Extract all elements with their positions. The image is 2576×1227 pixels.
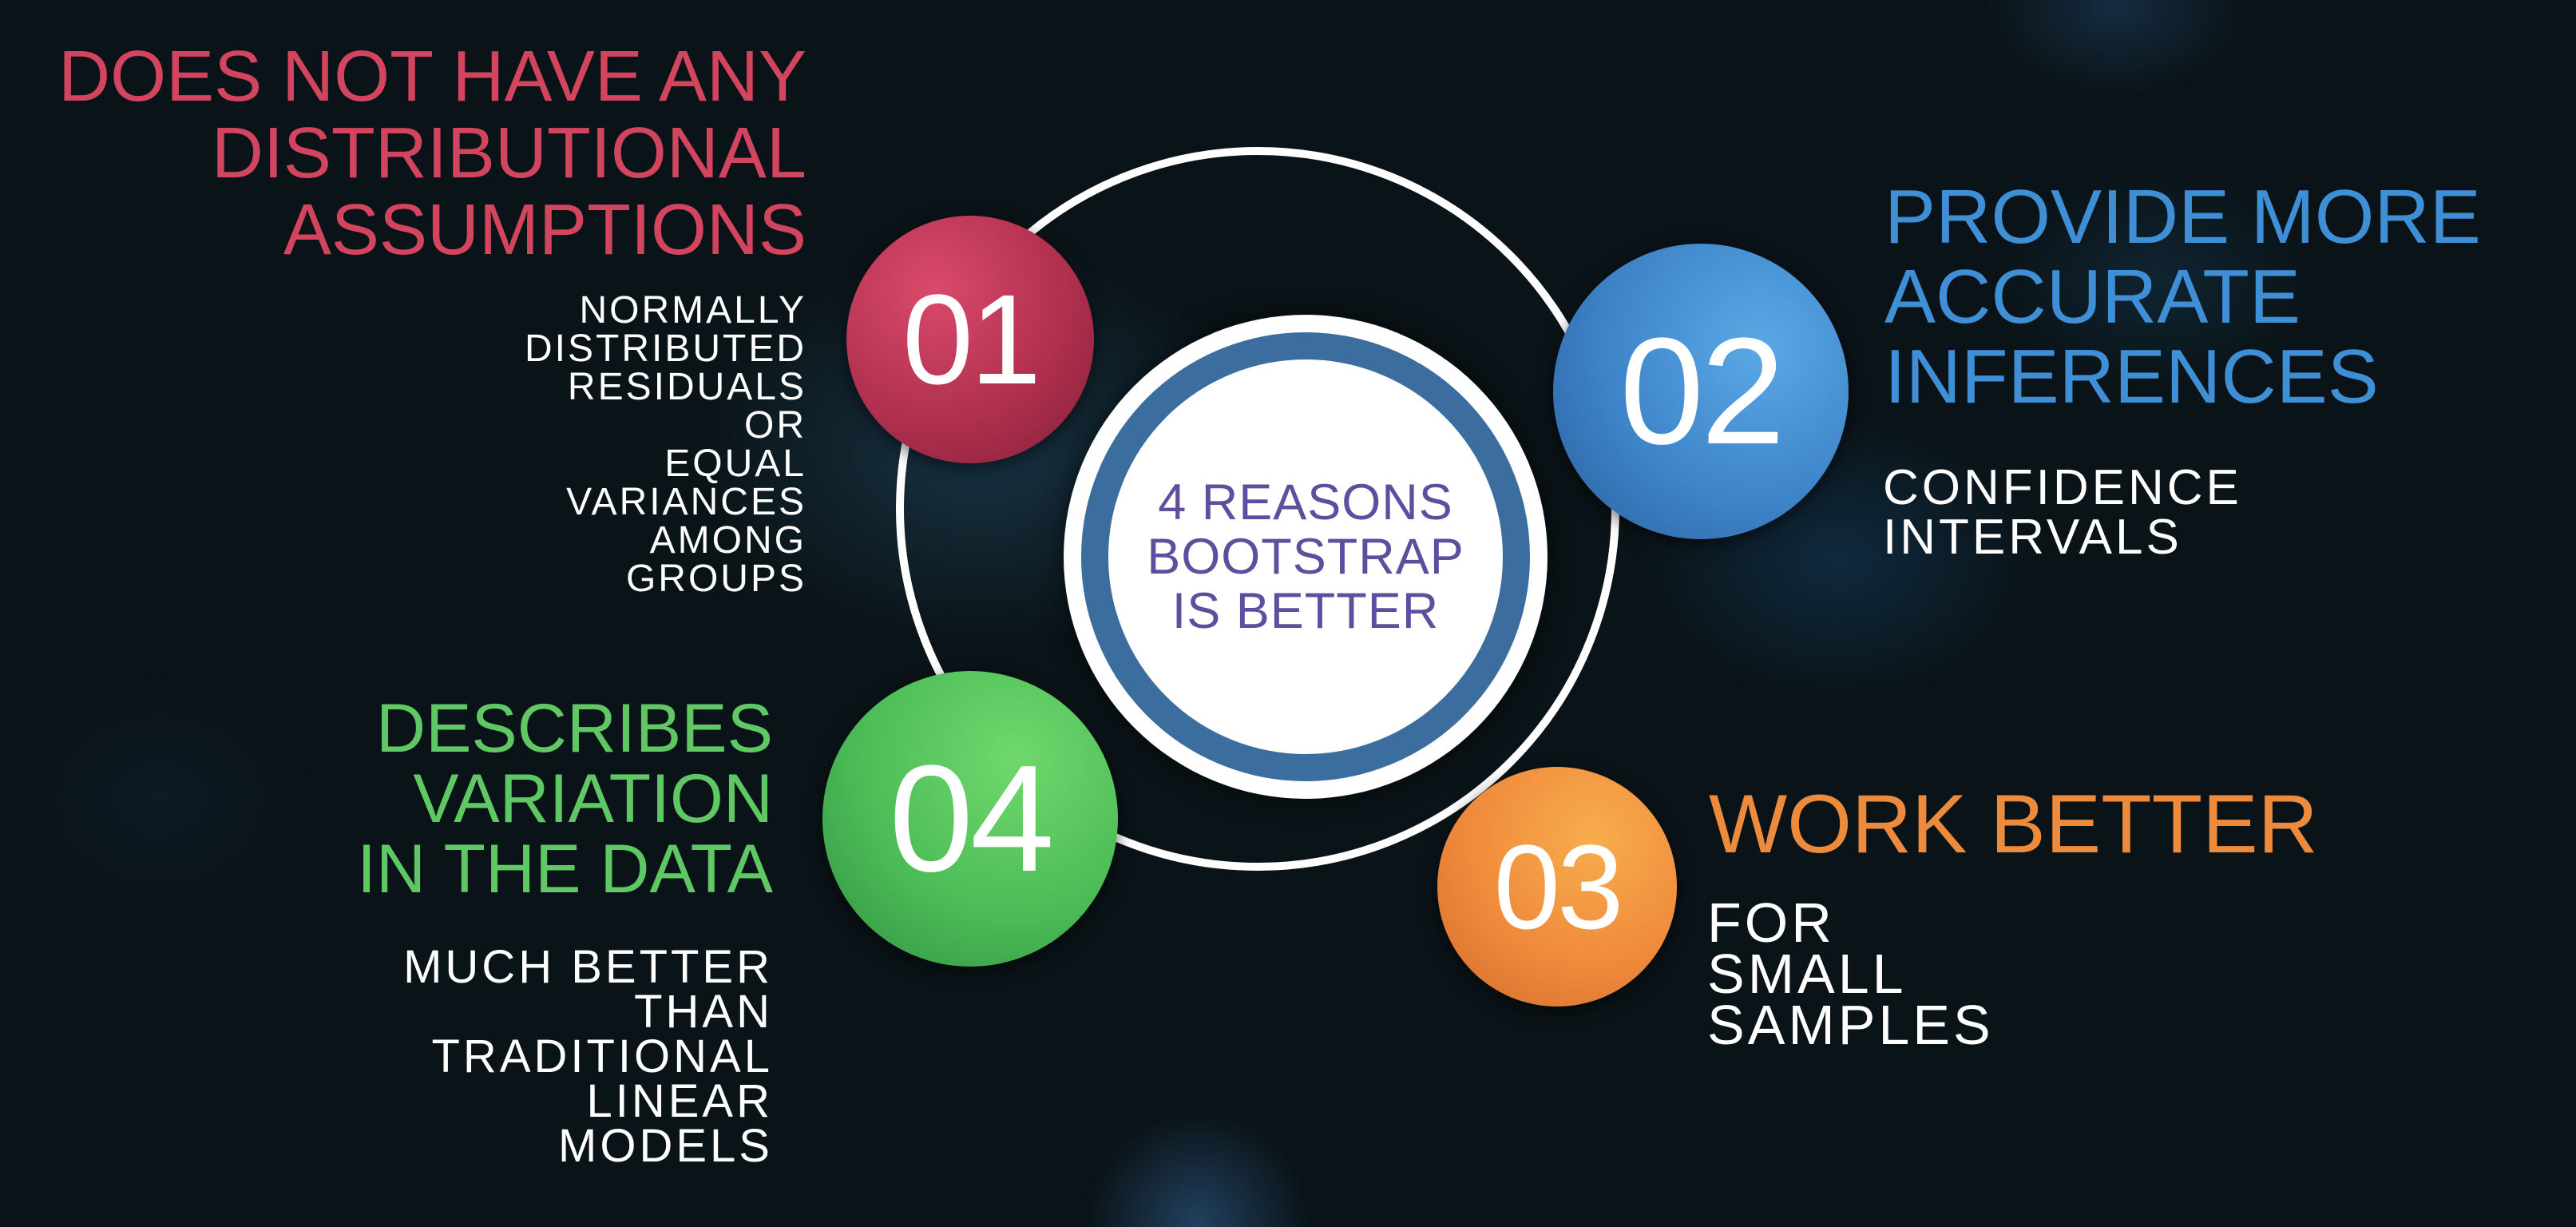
heading-line: WORK BETTER [1709, 778, 2318, 871]
heading-line: IN THE DATA [357, 831, 773, 907]
reason-04-detail: MUCH BETTER THAN TRADITIONAL LINEAR MODE… [403, 941, 773, 1172]
reason-04-number: 04 [889, 734, 1054, 903]
detail-line: EQUAL [664, 443, 806, 485]
center-title-line: IS BETTER [1171, 583, 1440, 639]
heading-line: INFERENCES [1884, 334, 2379, 419]
detail-line: AMONG [649, 519, 806, 562]
reason-03-detail: FOR SMALL SAMPLES [1707, 891, 1994, 1056]
reason-01-heading: DOES NOT HAVE ANY DISTRIBUTIONAL ASSUMPT… [58, 38, 806, 268]
reason-01-detail: NORMALLY DISTRIBUTED RESIDUALS OR EQUAL … [525, 292, 806, 598]
reason-02-number: 02 [1619, 307, 1785, 476]
detail-line: TRADITIONAL [431, 1030, 773, 1082]
center-hub: 4 REASONS BOOTSTRAP IS BETTER [1064, 315, 1548, 799]
heading-line: PROVIDE MORE [1884, 174, 2481, 260]
reason-02-heading: PROVIDE MORE ACCURATE INFERENCES [1884, 177, 2481, 417]
detail-line: MODELS [558, 1120, 773, 1172]
reason-03-number: 03 [1493, 819, 1624, 954]
detail-line: SAMPLES [1707, 994, 1994, 1056]
detail-line: OR [744, 404, 806, 447]
heading-line: VARIATION [413, 760, 773, 837]
detail-line: MUCH BETTER [403, 941, 773, 993]
center-title-line: BOOTSTRAP [1147, 529, 1464, 585]
detail-line: DISTRIBUTED [524, 328, 806, 370]
heading-line: DOES NOT HAVE ANY [58, 37, 806, 117]
detail-line: GROUPS [625, 558, 806, 600]
detail-line: FOR [1707, 891, 1835, 954]
reason-03-heading: WORK BETTER [1709, 783, 2318, 866]
reason-03-badge: 03 [1437, 767, 1677, 1007]
heading-line: ASSUMPTIONS [283, 190, 806, 270]
heading-line: DESCRIBES [375, 690, 773, 767]
detail-line: THAN [634, 986, 773, 1038]
detail-line: RESIDUALS [567, 366, 806, 408]
detail-line: INTERVALS [1883, 510, 2182, 565]
center-title: 4 REASONS BOOTSTRAP IS BETTER [1064, 315, 1548, 799]
detail-line: CONFIDENCE [1883, 460, 2242, 515]
detail-line: NORMALLY [579, 289, 806, 332]
heading-line: ACCURATE [1884, 254, 2301, 340]
detail-line: SMALL [1707, 943, 1907, 1005]
heading-line: DISTRIBUTIONAL [211, 113, 806, 193]
reason-02-detail: CONFIDENCE INTERVALS [1883, 463, 2242, 562]
reason-04-badge: 04 [822, 671, 1118, 967]
detail-line: LINEAR [586, 1075, 773, 1127]
detail-line: VARIANCES [566, 481, 806, 523]
center-title-line: 4 REASONS [1158, 475, 1453, 530]
reason-02-badge: 02 [1553, 244, 1849, 539]
reason-01-badge: 01 [846, 216, 1094, 463]
reason-04-heading: DESCRIBES VARIATION IN THE DATA [357, 693, 773, 904]
reason-01-number: 01 [902, 268, 1041, 411]
